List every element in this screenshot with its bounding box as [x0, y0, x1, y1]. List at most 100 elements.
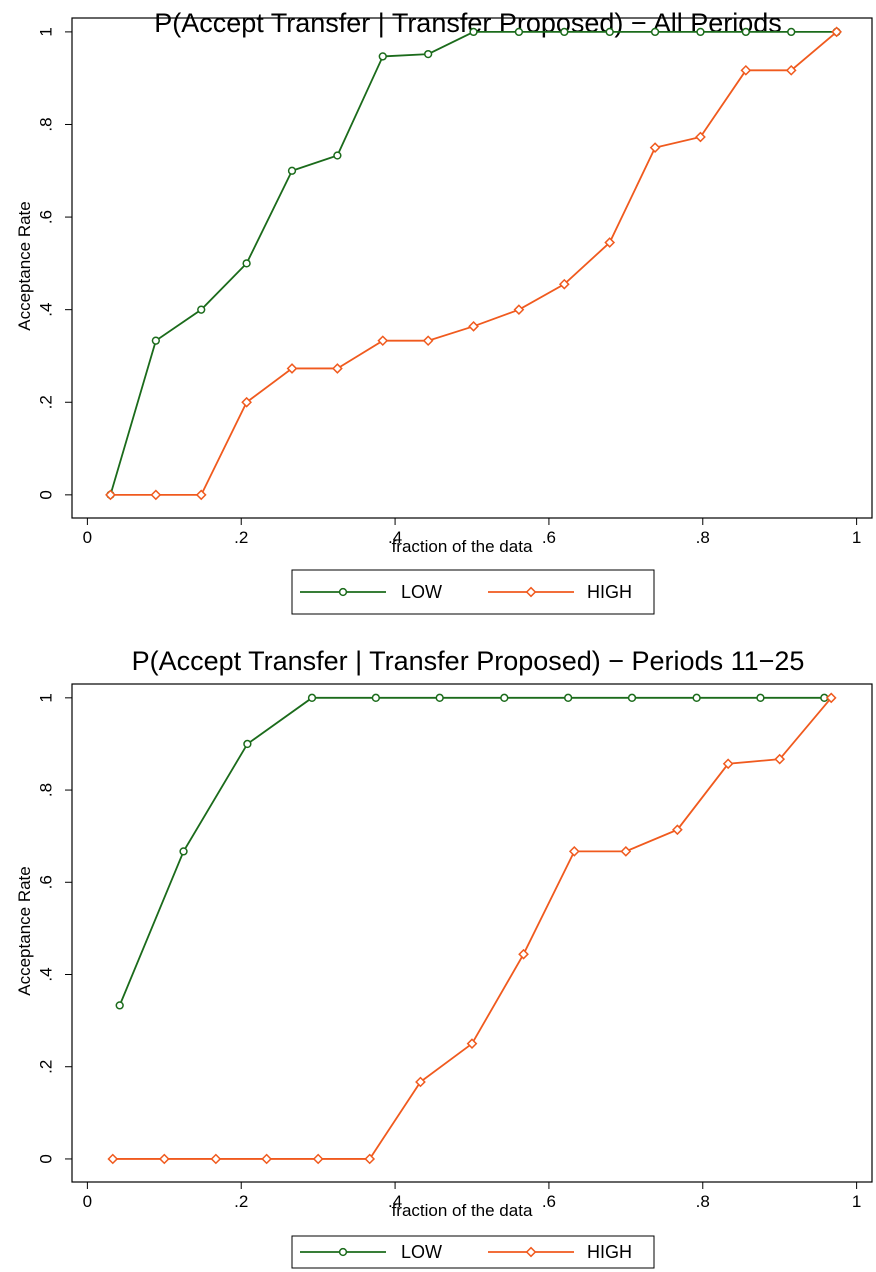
data-point-high: [672, 824, 683, 836]
data-point-high: [150, 489, 162, 501]
data-point-low: [692, 693, 701, 702]
x-tick-label: 0: [83, 528, 92, 547]
x-tick-label: .8: [696, 528, 710, 547]
data-point-low: [560, 27, 569, 37]
data-point-low: [287, 166, 297, 175]
data-point-high: [825, 692, 837, 704]
x-tick-label: .6: [542, 528, 556, 547]
y-tick-label: 1: [37, 27, 56, 36]
legend-label-high: HIGH: [587, 1242, 632, 1262]
legend-label-low: LOW: [401, 582, 442, 602]
data-point-low: [469, 27, 478, 37]
x-tick-label: 0: [83, 1192, 92, 1211]
chart-panel-2: P(Accept Transfer | Transfer Proposed) −…: [15, 646, 873, 1269]
chart-panel-1: P(Accept Transfer | Transfer Proposed) −…: [15, 8, 873, 615]
data-point-low: [378, 52, 387, 61]
y-axis-label: Acceptance Rate: [15, 201, 34, 330]
series-low: [115, 693, 829, 1010]
data-point-high: [286, 363, 298, 374]
data-point-low: [627, 693, 637, 702]
data-point-high: [158, 1153, 170, 1165]
data-point-low: [115, 1001, 124, 1010]
data-point-high: [241, 396, 252, 408]
data-point-high: [468, 320, 479, 332]
data-point-low: [741, 27, 750, 37]
series-high: [105, 26, 842, 501]
data-point-high: [831, 26, 842, 38]
y-tick-label: .4: [37, 303, 56, 317]
legend-label-low: LOW: [401, 1242, 442, 1262]
legend-marker-low: [338, 587, 348, 597]
x-tick-label: .4: [388, 1192, 402, 1211]
y-tick-label: .2: [37, 395, 56, 409]
data-point-low: [500, 693, 509, 702]
data-point-high: [604, 237, 616, 248]
series-low: [106, 27, 841, 500]
data-point-low: [179, 847, 188, 856]
chart-title: P(Accept Transfer | Transfer Proposed) −…: [154, 8, 782, 38]
data-point-high: [210, 1153, 222, 1165]
data-point-low: [650, 27, 660, 37]
y-tick-label: 0: [37, 490, 56, 499]
legend-marker-high: [525, 586, 537, 598]
data-point-high: [774, 753, 786, 765]
x-tick-label: 1: [852, 528, 861, 547]
data-point-high: [558, 278, 570, 290]
data-point-low: [787, 27, 796, 37]
x-axis-label: fraction of the data: [392, 1201, 533, 1220]
data-point-high: [415, 1076, 426, 1088]
plot-area-frame: [71, 683, 873, 1183]
data-point-high: [195, 489, 207, 501]
legend-label-high: HIGH: [587, 582, 632, 602]
data-point-high: [377, 335, 389, 347]
series-line-high: [110, 31, 838, 496]
data-point-high: [620, 846, 632, 857]
y-tick-label: .2: [37, 1060, 56, 1074]
data-point-high: [518, 948, 529, 960]
plot-area-frame: [71, 17, 873, 519]
data-point-low: [605, 27, 614, 37]
x-tick-label: .2: [234, 1192, 248, 1211]
data-point-high: [513, 304, 525, 316]
data-point-low: [435, 693, 444, 702]
y-tick-label: .8: [37, 783, 56, 797]
legend: LOW HIGH: [291, 1235, 655, 1269]
data-point-high: [261, 1153, 272, 1165]
legend-box: [291, 1235, 655, 1269]
y-tick-label: .6: [37, 875, 56, 889]
x-tick-label: .8: [696, 1192, 710, 1211]
data-point-high: [740, 64, 752, 76]
y-tick-label: .4: [37, 967, 56, 981]
legend: LOW HIGH: [291, 569, 655, 615]
data-point-high: [107, 1153, 119, 1165]
data-point-low: [243, 739, 252, 749]
data-point-low: [424, 49, 433, 59]
data-point-high: [649, 142, 661, 153]
data-point-low: [371, 693, 380, 702]
x-axis-label: fraction of the data: [392, 537, 533, 556]
data-point-low: [307, 693, 317, 702]
data-point-low: [696, 27, 705, 37]
series-line-high: [112, 697, 832, 1160]
data-point-high: [568, 846, 580, 857]
x-tick-label: .4: [388, 528, 402, 547]
data-point-high: [722, 758, 734, 770]
series-line-low: [109, 30, 837, 496]
chart-title: P(Accept Transfer | Transfer Proposed) −…: [132, 646, 805, 676]
data-point-high: [785, 64, 797, 76]
data-point-low: [756, 693, 765, 702]
data-point-low: [242, 259, 251, 268]
x-tick-label: .6: [542, 1192, 556, 1211]
y-tick-label: .8: [37, 117, 56, 131]
y-tick-label: .6: [37, 210, 56, 224]
data-point-high: [105, 489, 116, 501]
data-point-low: [564, 693, 573, 702]
x-tick-label: .2: [234, 528, 248, 547]
x-tick-label: 1: [852, 1192, 861, 1211]
legend-marker-high: [525, 1246, 537, 1258]
data-point-low: [333, 151, 342, 160]
data-point-high: [695, 131, 706, 143]
y-tick-label: 1: [37, 693, 56, 702]
series-high: [107, 692, 837, 1165]
